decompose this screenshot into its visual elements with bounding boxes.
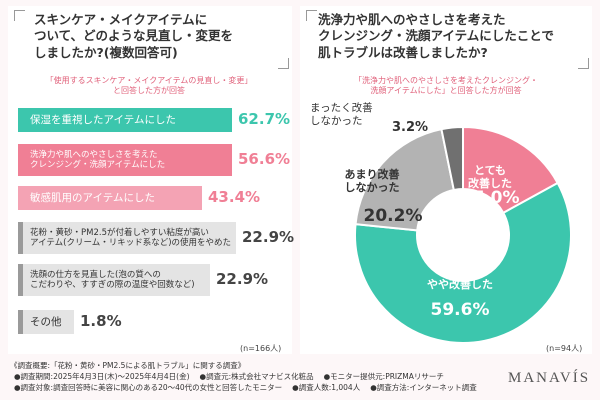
bar-label-box: 保湿を重視したアイテムにした [18,108,232,132]
slice-value: 59.6% [430,300,490,320]
slice-value: 17.0% [460,188,520,208]
bracket [578,58,589,69]
left-subtitle: 「使用するスキンケア・メイクアイテムの見直し・変更」 と回答した方が回答 [45,76,253,96]
bar-label-box: 洗顔の仕方を見直した(泡の質への こだわりや、すすぎの際の温度や回数など) [18,264,210,296]
right-subtitle: 「洗浄力や肌へのやさしさを考えたクレンジング・ 洗顔アイテムにした」と回答した方… [354,76,538,96]
value-label: 22.9% [216,270,269,288]
bar-label-box: 花粉・黄砂・PM2.5が付着しやすい粘度が高い アイテム(クリーム・リキッド系な… [18,222,236,254]
value-label: 56.6% [238,150,291,168]
logo: MANAVÍS [508,370,591,386]
value-label: 22.9% [242,228,295,246]
bracket [306,10,317,21]
footer-line: ●モニター提供元:PRIZMAリサーチ [323,372,444,381]
bracket [278,58,289,69]
value-label: 43.4% [208,188,261,206]
footer-line: ●調査期間:2025年4月3日(木)～2025年4月4日(金) [14,372,190,381]
footer-line: ●調査人数:1,004人 [292,383,361,392]
slice-value: 3.2% [391,120,429,135]
left-panel [8,6,292,354]
bar-label-box: 洗浄力や肌へのやさしさを考えた クレンジング・洗顔アイテムにした [18,144,232,176]
bracket [14,10,25,21]
donut-slice [462,125,559,215]
footer-heading: 《調査概要:「花粉・黄砂・PM2.5による肌トラブル」に関する調査》 [10,361,246,370]
footer-row: ●調査期間:2025年4月3日(木)～2025年4月4日(金) ●調査元:株式会社… [14,372,444,383]
footer-line: ●調査方法:インターネット調査 [370,383,477,392]
donut-slice [354,127,455,232]
footer-row: ●調査対象:調査回答時に美容に関心のある20～40代の女性と回答したモニター ●調… [14,383,477,394]
bar-label-box: 敏感肌用のアイテムにした [18,186,202,210]
right-title: 洗浄力や肌へのやさしさを考えた クレンジング・洗顔アイテムにしたことで 肌トラブ… [318,12,554,60]
footer-line: ●調査対象:調査回答時に美容に関心のある20～40代の女性と回答したモニター [14,383,283,392]
slice-value: 20.2% [363,206,423,226]
footer-line: ●調査元:株式会社マナビス化粧品 [199,372,314,381]
donut-slice [440,125,464,192]
left-title: スキンケア・メイクアイテムに ついて、どのような見直し・変更を しましたか?(複… [34,12,234,60]
right-note: (n=94人) [546,344,583,353]
slice-label: あまり改善 しなかった [344,168,400,195]
slice-label: やや改善した [427,278,493,291]
bar-label-box: その他 [18,310,74,334]
donut-chart [354,125,572,344]
slice-label: とても 改善した [468,164,512,191]
value-label: 1.8% [80,312,122,330]
slice-label: まったく改善 しなかった [310,102,373,127]
donut-slice [354,181,572,344]
value-label: 62.7% [238,110,291,128]
left-note: (n=166人) [240,344,282,353]
